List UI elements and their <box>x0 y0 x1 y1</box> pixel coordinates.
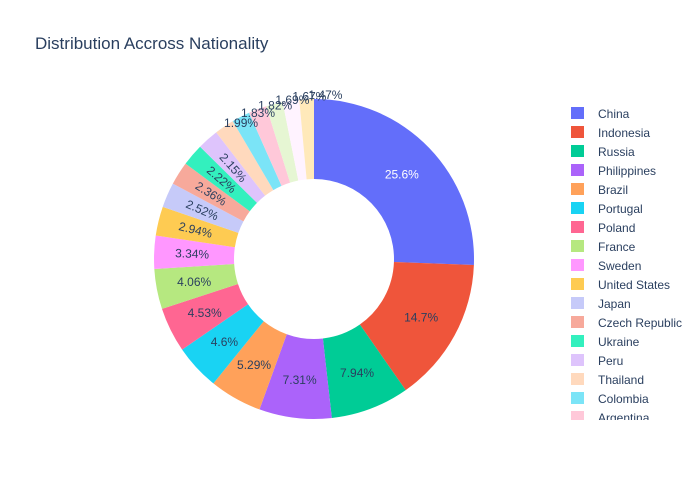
pie-slice-poland[interactable] <box>161 283 249 350</box>
slice-label: 1.69% <box>275 93 309 107</box>
slice-label: 1.99% <box>224 116 258 130</box>
legend-label: Poland <box>598 221 636 235</box>
legend-item-brazil[interactable]: Brazil <box>565 180 700 199</box>
legend-label: Colombia <box>598 392 649 406</box>
chart-title: Distribution Accross Nationality <box>35 34 269 53</box>
legend-swatch <box>571 316 584 328</box>
legend-label: Russia <box>598 145 635 159</box>
slice-label: 4.6% <box>211 335 239 349</box>
legend-swatch <box>571 183 584 195</box>
pie-slice-sweden[interactable] <box>154 235 235 269</box>
pie-slice-brazil[interactable] <box>213 321 287 410</box>
pie-slice-argentina[interactable] <box>249 106 291 186</box>
legend-label: Brazil <box>598 183 629 197</box>
legend-item-argentina[interactable]: Argentina <box>565 408 700 420</box>
legend-swatch <box>571 202 584 214</box>
legend-item-czech-republic[interactable]: Czech Republic <box>565 313 700 332</box>
legend-item-france[interactable]: France <box>565 237 700 256</box>
slice-label: 4.06% <box>177 275 211 289</box>
legend-label: Ukraine <box>598 335 640 349</box>
slices-group <box>154 99 474 419</box>
pie-slice-china[interactable] <box>314 99 474 265</box>
legend-label: Argentina <box>598 411 650 420</box>
legend-swatch <box>571 373 584 385</box>
pie-slice-unnamed-19[interactable] <box>299 99 314 180</box>
slice-label: 5.29% <box>237 358 271 372</box>
pie-slice-japan[interactable] <box>162 183 244 233</box>
legend-item-philippines[interactable]: Philippines <box>565 161 700 180</box>
legend-swatch <box>571 259 584 271</box>
pie-slice-indonesia[interactable] <box>359 261 474 391</box>
legend-label: Czech Republic <box>598 316 683 330</box>
legend-swatch <box>571 335 584 347</box>
legend-item-united-states[interactable]: United States <box>565 275 700 294</box>
pie-slice-portugal[interactable] <box>182 304 264 384</box>
slice-label: 1.83% <box>241 106 275 120</box>
legend-swatch <box>571 411 584 420</box>
legend-label: Portugal <box>598 202 643 216</box>
legend-label: Philippines <box>598 164 657 178</box>
slice-label: 7.94% <box>340 366 374 380</box>
legend-label: Thailand <box>598 373 645 387</box>
legend-label: Peru <box>598 354 624 368</box>
pie-slice-ukraine[interactable] <box>185 146 258 212</box>
pie-slice-russia[interactable] <box>322 324 406 419</box>
legend-label: Indonesia <box>598 126 651 140</box>
slice-label: 3.34% <box>175 246 210 261</box>
legend-item-sweden[interactable]: Sweden <box>565 256 700 275</box>
legend-swatch <box>571 392 584 404</box>
legend-label: France <box>598 240 636 254</box>
slice-label: 1.82% <box>258 99 292 113</box>
legend-label: Japan <box>598 297 631 311</box>
legend-label: China <box>598 107 630 121</box>
legend-swatch <box>571 107 584 119</box>
legend-swatch <box>571 126 584 138</box>
legend-item-russia[interactable]: Russia <box>565 142 700 161</box>
pie-slice-united-states[interactable] <box>155 206 239 248</box>
legend-swatch <box>571 354 584 366</box>
pie-slice-france[interactable] <box>154 263 238 309</box>
legend-item-colombia[interactable]: Colombia <box>565 389 700 408</box>
pie-slice-colombia[interactable] <box>232 112 282 191</box>
slice-label: 7.31% <box>283 373 317 387</box>
legend-item-china[interactable]: China <box>565 104 700 123</box>
pie-slice-peru[interactable] <box>200 132 266 203</box>
slice-label: 4.53% <box>188 306 222 320</box>
legend-item-ukraine[interactable]: Ukraine <box>565 332 700 351</box>
legend-swatch <box>571 278 584 290</box>
slice-label: 1.67% <box>292 90 326 104</box>
slice-label: 14.7% <box>404 310 438 324</box>
legend-swatch <box>571 240 584 252</box>
legend: China Indonesia Russia Philippines Brazil Por… <box>565 104 700 420</box>
legend-item-thailand[interactable]: Thailand <box>565 370 700 389</box>
pie-slice-philippines[interactable] <box>259 334 332 419</box>
legend-label: Sweden <box>598 259 642 273</box>
legend-swatch <box>571 221 584 233</box>
pie-slice-unnamed-18[interactable] <box>282 99 307 181</box>
slice-label: 1.47% <box>308 88 342 102</box>
legend-label: United States <box>598 278 671 292</box>
pie-slice-czech-republic[interactable] <box>172 163 250 222</box>
legend-item-portugal[interactable]: Portugal <box>565 199 700 218</box>
legend-item-poland[interactable]: Poland <box>565 218 700 237</box>
legend-item-japan[interactable]: Japan <box>565 294 700 313</box>
legend-swatch <box>571 297 584 309</box>
legend-item-indonesia[interactable]: Indonesia <box>565 123 700 142</box>
legend-swatch <box>571 164 584 176</box>
legend-item-peru[interactable]: Peru <box>565 351 700 370</box>
pie-slice-unnamed-17[interactable] <box>266 102 299 183</box>
slice-label: 25.6% <box>385 167 419 181</box>
pie-slice-thailand[interactable] <box>216 121 274 196</box>
legend-swatch <box>571 145 584 157</box>
